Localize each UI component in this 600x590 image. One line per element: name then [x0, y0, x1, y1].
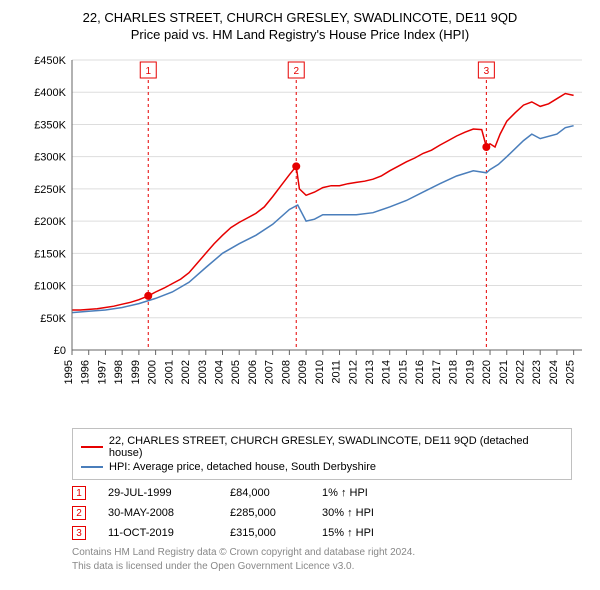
svg-text:2006: 2006: [247, 360, 259, 384]
svg-text:£50K: £50K: [40, 313, 66, 325]
legend-item: 22, CHARLES STREET, CHURCH GRESLEY, SWAD…: [81, 435, 563, 459]
sales-row: 3 11-OCT-2019 £315,000 15% ↑ HPI: [72, 526, 588, 540]
legend-label: HPI: Average price, detached house, Sout…: [109, 461, 376, 473]
svg-text:2009: 2009: [297, 360, 309, 384]
svg-text:£150K: £150K: [34, 248, 66, 260]
svg-text:£0: £0: [54, 345, 66, 357]
footnote-line1: Contains HM Land Registry data © Crown c…: [72, 546, 588, 560]
svg-text:2023: 2023: [531, 360, 543, 384]
svg-text:1996: 1996: [80, 360, 92, 384]
svg-text:2022: 2022: [514, 360, 526, 384]
svg-text:2012: 2012: [347, 360, 359, 384]
svg-text:1997: 1997: [96, 360, 108, 384]
title-subtitle: Price paid vs. HM Land Registry's House …: [12, 27, 588, 42]
sales-diff: 15% ↑ HPI: [322, 527, 402, 539]
title-address: 22, CHARLES STREET, CHURCH GRESLEY, SWAD…: [12, 10, 588, 25]
chart: £0 £50K £100K £150K £200K £250K £300K £350K £400…: [12, 50, 588, 420]
svg-text:2010: 2010: [314, 360, 326, 384]
svg-text:2001: 2001: [163, 360, 175, 384]
sales-row: 1 29-JUL-1999 £84,000 1% ↑ HPI: [72, 486, 588, 500]
svg-text:2003: 2003: [197, 360, 209, 384]
sales-table: 1 29-JUL-1999 £84,000 1% ↑ HPI 2 30-MAY-2008 £…: [72, 486, 588, 540]
chart-svg: £0 £50K £100K £150K £200K £250K £300K £350K £400…: [12, 50, 588, 420]
svg-text:2002: 2002: [180, 360, 192, 384]
legend-item: HPI: Average price, detached house, Sout…: [81, 461, 563, 473]
svg-text:2004: 2004: [213, 360, 225, 384]
sales-date: 30-MAY-2008: [108, 507, 208, 519]
svg-text:2015: 2015: [397, 360, 409, 384]
svg-text:£200K: £200K: [34, 216, 66, 228]
svg-text:2014: 2014: [381, 360, 393, 384]
sales-row: 2 30-MAY-2008 £285,000 30% ↑ HPI: [72, 506, 588, 520]
legend-swatch: [81, 446, 103, 448]
svg-text:2000: 2000: [147, 360, 159, 384]
svg-text:£250K: £250K: [34, 184, 66, 196]
svg-text:2: 2: [293, 66, 299, 77]
svg-text:2005: 2005: [230, 360, 242, 384]
svg-text:1998: 1998: [113, 360, 125, 384]
svg-text:2021: 2021: [498, 360, 510, 384]
svg-text:2008: 2008: [280, 360, 292, 384]
svg-text:£450K: £450K: [34, 55, 66, 67]
sales-marker: 2: [72, 506, 86, 520]
svg-text:1999: 1999: [130, 360, 142, 384]
sales-diff: 30% ↑ HPI: [322, 507, 402, 519]
svg-text:2018: 2018: [448, 360, 460, 384]
title-block: 22, CHARLES STREET, CHURCH GRESLEY, SWAD…: [12, 10, 588, 42]
sales-price: £285,000: [230, 507, 300, 519]
sales-date: 11-OCT-2019: [108, 527, 208, 539]
svg-text:1995: 1995: [63, 360, 75, 384]
svg-text:2019: 2019: [464, 360, 476, 384]
sales-marker: 1: [72, 486, 86, 500]
chart-container: 22, CHARLES STREET, CHURCH GRESLEY, SWAD…: [0, 0, 600, 578]
svg-text:2017: 2017: [431, 360, 443, 384]
svg-text:£350K: £350K: [34, 119, 66, 131]
svg-text:2025: 2025: [565, 360, 577, 384]
svg-text:2007: 2007: [264, 360, 276, 384]
svg-text:£100K: £100K: [34, 281, 66, 293]
footnote: Contains HM Land Registry data © Crown c…: [72, 546, 588, 574]
svg-text:2011: 2011: [331, 360, 343, 384]
svg-text:3: 3: [484, 66, 490, 77]
svg-text:£400K: £400K: [34, 87, 66, 99]
svg-text:2024: 2024: [548, 360, 560, 384]
sales-marker: 3: [72, 526, 86, 540]
svg-text:2016: 2016: [414, 360, 426, 384]
sales-price: £315,000: [230, 527, 300, 539]
legend: 22, CHARLES STREET, CHURCH GRESLEY, SWAD…: [72, 428, 572, 480]
svg-text:1: 1: [145, 66, 151, 77]
svg-text:2013: 2013: [364, 360, 376, 384]
legend-swatch: [81, 466, 103, 468]
legend-label: 22, CHARLES STREET, CHURCH GRESLEY, SWAD…: [109, 435, 563, 459]
footnote-line2: This data is licensed under the Open Gov…: [72, 560, 588, 574]
sales-date: 29-JUL-1999: [108, 487, 208, 499]
svg-text:£300K: £300K: [34, 152, 66, 164]
svg-text:2020: 2020: [481, 360, 493, 384]
sales-diff: 1% ↑ HPI: [322, 487, 402, 499]
sales-price: £84,000: [230, 487, 300, 499]
